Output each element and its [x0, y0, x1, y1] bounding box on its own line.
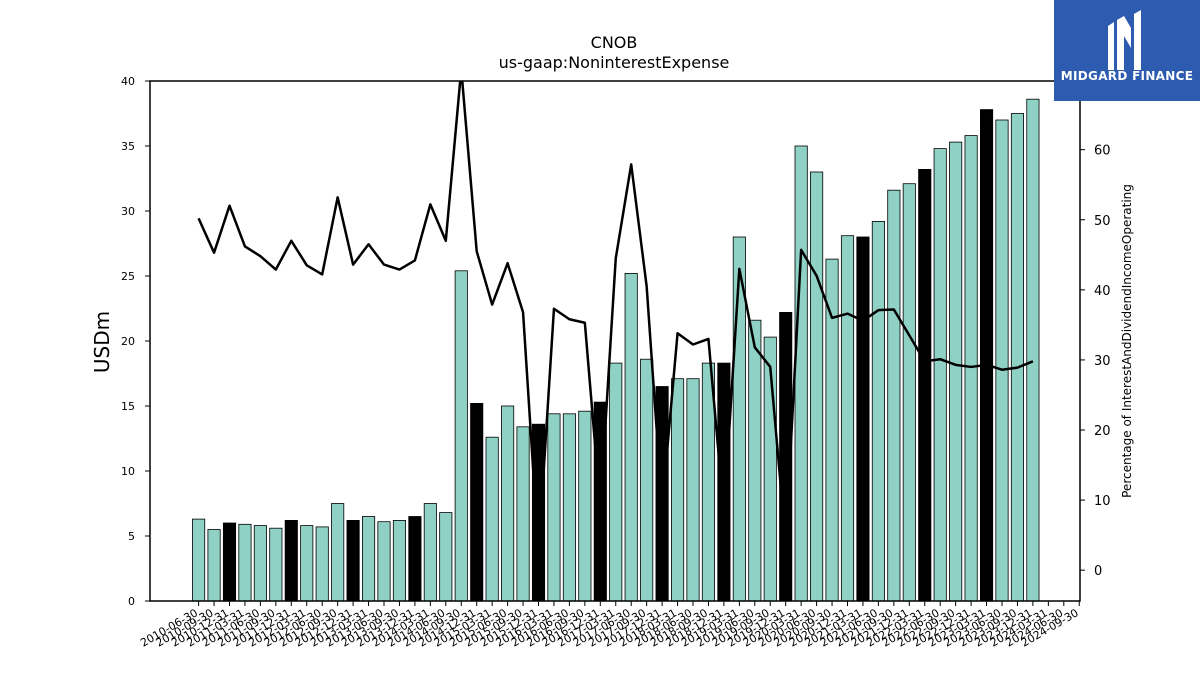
bar — [516, 426, 530, 602]
bar — [1026, 98, 1040, 602]
bar — [840, 235, 855, 602]
y-right-tick-label: 40 — [1094, 284, 1111, 299]
bar — [871, 220, 885, 602]
y-tick-label: 25 — [121, 270, 135, 283]
bar — [810, 171, 824, 602]
bar — [346, 520, 360, 602]
bar — [856, 236, 870, 602]
bar — [300, 525, 314, 602]
bar — [825, 258, 839, 602]
chart-title: CNOB — [591, 33, 638, 52]
y-right-tick-label: 30 — [1094, 354, 1111, 369]
bar — [269, 527, 283, 602]
bar — [284, 520, 298, 602]
logo-mark-icon — [1108, 10, 1141, 70]
bar — [470, 402, 484, 602]
bar — [624, 272, 638, 602]
bar — [238, 523, 252, 602]
axes: 051015202530354001020304050602010-06-302… — [121, 75, 1111, 650]
brand-logo: MIDGARD FINANCE — [1054, 0, 1200, 101]
bar — [794, 145, 808, 602]
bar — [640, 358, 654, 602]
bar — [253, 525, 267, 602]
bar — [192, 518, 206, 602]
bar — [671, 378, 685, 602]
bar — [207, 529, 221, 602]
bar — [980, 109, 994, 602]
y-tick-label: 30 — [121, 205, 135, 218]
y-tick-label: 40 — [121, 75, 135, 88]
series-line — [197, 81, 1034, 554]
bar — [949, 141, 963, 602]
bar — [531, 423, 546, 602]
y-axis-label: USDm — [90, 311, 114, 373]
bar — [423, 503, 437, 602]
bar — [485, 436, 499, 602]
bar — [377, 521, 391, 602]
bar — [361, 516, 376, 602]
y-axis-right-label: Percentage of InterestAndDividendIncomeO… — [1120, 184, 1134, 498]
y-right-tick-label: 10 — [1094, 494, 1111, 509]
bar — [686, 378, 700, 602]
y-tick-label: 20 — [121, 335, 135, 348]
bar — [902, 183, 916, 602]
bar — [439, 512, 453, 602]
y-right-tick-label: 0 — [1094, 564, 1102, 579]
logo-text: MIDGARD FINANCE — [1060, 69, 1194, 83]
bar — [454, 270, 468, 602]
bar — [408, 516, 422, 602]
bar — [392, 520, 406, 602]
bar — [562, 413, 576, 602]
bar — [547, 413, 561, 602]
y-right-tick-label: 50 — [1094, 214, 1111, 229]
bar — [501, 405, 515, 602]
bar — [222, 522, 237, 602]
bar — [331, 503, 345, 602]
bar — [995, 119, 1009, 602]
bar — [578, 410, 592, 602]
bars — [192, 98, 1040, 602]
bar — [1010, 113, 1024, 602]
chart-subtitle: us-gaap:NoninterestExpense — [499, 53, 730, 72]
y-tick-label: 0 — [128, 595, 135, 608]
bar — [887, 189, 901, 602]
bar — [918, 168, 932, 602]
y-tick-label: 35 — [121, 140, 135, 153]
y-tick-label: 15 — [121, 400, 135, 413]
y-tick-label: 5 — [128, 530, 135, 543]
bar — [964, 135, 978, 602]
y-tick-label: 10 — [121, 465, 135, 478]
y-right-tick-label: 60 — [1094, 144, 1111, 159]
y-right-tick-label: 20 — [1094, 424, 1111, 439]
bar — [315, 526, 329, 602]
bar — [933, 148, 947, 602]
bar — [717, 362, 731, 602]
bar — [748, 319, 762, 602]
bar — [609, 362, 623, 602]
